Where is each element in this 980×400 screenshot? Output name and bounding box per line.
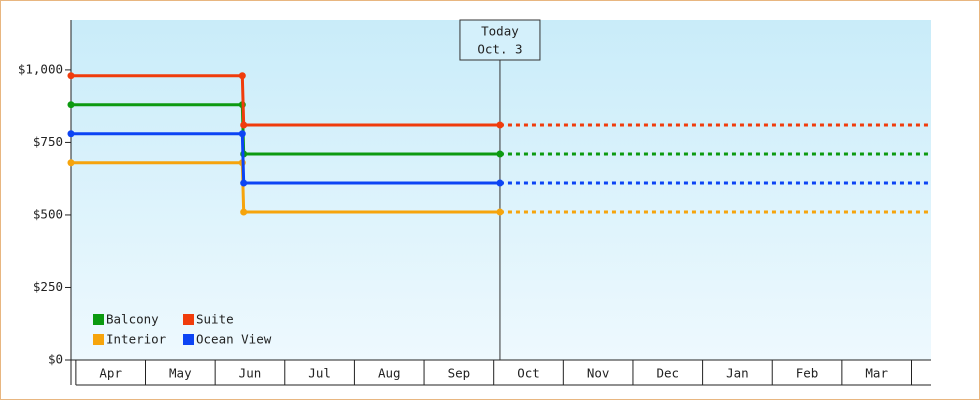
- price-point: [238, 130, 246, 138]
- legend-swatch: [183, 334, 194, 345]
- legend-label: Balcony: [106, 312, 159, 327]
- y-tick-label: $500: [33, 206, 63, 221]
- price-point: [496, 150, 504, 158]
- price-point: [240, 179, 248, 187]
- y-tick-label: $0: [48, 352, 63, 367]
- legend-label: Interior: [106, 332, 167, 347]
- price-point: [496, 208, 504, 216]
- x-tick-label: Jan: [726, 366, 749, 381]
- x-tick-label: Apr: [99, 366, 122, 381]
- x-tick-label: Nov: [587, 366, 610, 381]
- price-point: [67, 101, 75, 109]
- x-tick-label: Jul: [308, 366, 331, 381]
- x-tick-label: Jun: [239, 366, 262, 381]
- y-tick-label: $250: [33, 279, 63, 294]
- x-tick-label: Sep: [448, 366, 471, 381]
- price-point: [67, 130, 75, 138]
- x-tick-label: Mar: [865, 366, 888, 381]
- legend-label: Ocean View: [196, 332, 272, 347]
- legend-swatch: [93, 334, 104, 345]
- price-line: [71, 161, 500, 214]
- price-point: [67, 159, 75, 167]
- x-tick-label: May: [169, 366, 192, 381]
- price-line: [71, 103, 500, 156]
- price-point: [240, 208, 248, 216]
- today-label: Today: [481, 24, 519, 39]
- plot-area: [71, 20, 931, 360]
- legend-label: Suite: [196, 312, 234, 327]
- today-box: [459, 19, 541, 61]
- price-point: [67, 72, 75, 80]
- price-line: [71, 132, 500, 185]
- price-point: [238, 72, 246, 80]
- price-point: [496, 121, 504, 129]
- legend-swatch: [183, 314, 194, 325]
- today-label: Oct. 3: [477, 42, 522, 57]
- price-point: [240, 121, 248, 129]
- y-tick-label: $750: [33, 134, 63, 149]
- price-line: [71, 74, 500, 127]
- y-tick-label: $1,000: [18, 61, 63, 76]
- x-tick-label: Dec: [656, 366, 679, 381]
- legend-swatch: [93, 314, 104, 325]
- x-tick-label: Feb: [796, 366, 819, 381]
- x-tick-label: Oct: [517, 366, 540, 381]
- price-point: [496, 179, 504, 187]
- x-tick-label: Aug: [378, 366, 401, 381]
